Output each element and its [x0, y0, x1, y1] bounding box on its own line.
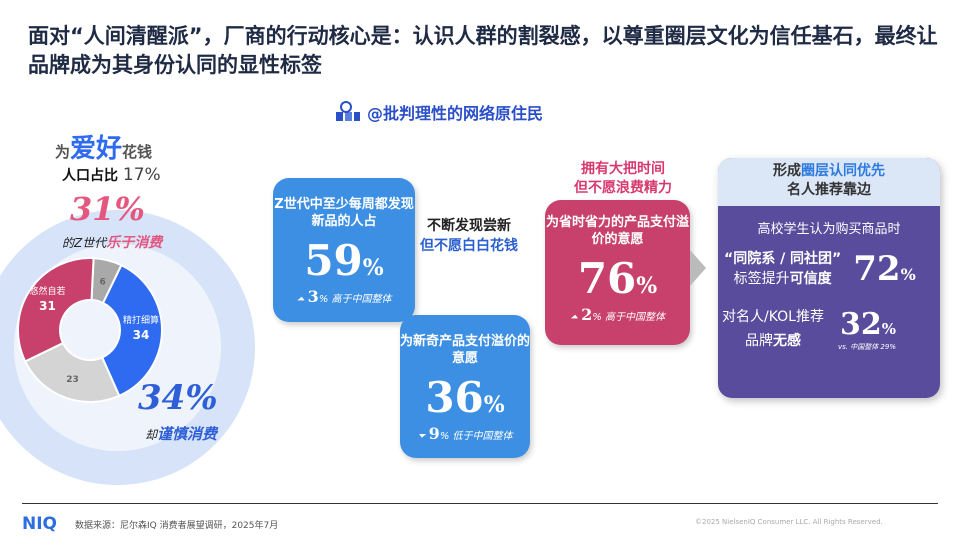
- stat-card-time-saving: 为省时省力的产品支付溢价的意愿 76% ⏶ 2% 高于中国整体: [545, 200, 690, 345]
- stat-kol: 对名人/KOL推荐 品牌无感 32% vs. 中国整体 29%: [722, 306, 896, 351]
- card-delta: ⏶ 2% 高于中国整体: [569, 305, 666, 324]
- population-share: 人口占比 17%: [62, 165, 161, 185]
- arrow-right-icon: [690, 250, 706, 286]
- donut-chart: 6 34 精打细算 23 31 悠然自若: [17, 257, 163, 403]
- pct-cautious-spending: 34%: [138, 378, 218, 418]
- donut-value-label: 6: [100, 278, 106, 288]
- footer-divider: [22, 503, 938, 504]
- middle-caption: 不断发现尝新 但不愿白白花钱: [420, 218, 518, 254]
- card-value: 36%: [425, 373, 505, 422]
- stat-card-new-products: Z世代中至少每周都发现新品的人占 59% ⏶ 3% 高于中国整体: [273, 178, 415, 322]
- card-heading: 为新奇产品支付溢价的意愿: [400, 334, 531, 366]
- persona-heading: @批判理性的网络原住民: [335, 100, 543, 124]
- copyright: ©2025 NielsenIQ Consumer LLC. All Rights…: [695, 518, 883, 526]
- donut-segment-label: 悠然自若: [29, 285, 65, 297]
- label-cautious-spending: 却谨慎消费: [145, 425, 218, 443]
- donut-value-label: 34: [133, 328, 150, 342]
- pct-enjoy-spending: 31%: [70, 190, 145, 228]
- niq-logo: NIQ: [22, 514, 58, 534]
- donut-value-label: 23: [66, 375, 79, 385]
- down-arrow-icon: ⏷: [417, 431, 426, 442]
- data-source: 数据来源：尼尔森IQ 消费者展望调研，2025年7月: [75, 521, 279, 531]
- persona-label: @批判理性的网络原住民: [367, 104, 544, 123]
- people-group-icon: [336, 101, 360, 121]
- card-value: 76%: [577, 254, 658, 303]
- donut-value-label: 31: [39, 299, 56, 313]
- card-value: 59%: [304, 236, 384, 285]
- card-header: 形成圈层认同优先 名人推荐靠边: [718, 158, 940, 206]
- hobby-heading: 为爱好花钱: [55, 134, 153, 164]
- page-title: 面对“人间清醒派”，厂商的行动核心是：认识人群的割裂感，以尊重圈层文化为信任基石…: [28, 24, 938, 77]
- card-delta: ⏷ 9% 低于中国整体: [417, 424, 513, 443]
- circle-identity-card: 形成圈层认同优先 名人推荐靠边 高校学生认为购买商品时 “同院系 / 同社团” 标签…: [718, 158, 940, 398]
- stat-same-circle: “同院系 / 同社团” 标签提升可信度 72%: [724, 249, 916, 289]
- donut-segment: [100, 263, 163, 398]
- intro-text: 高校学生认为购买商品时: [757, 222, 901, 237]
- stat-card-novel-premium: 为新奇产品支付溢价的意愿 36% ⏷ 9% 低于中国整体: [400, 315, 530, 458]
- up-arrow-icon: ⏶: [569, 312, 578, 323]
- pink-heading: 拥有大把时间 但不愿浪费精力: [574, 161, 672, 196]
- card-heading: Z世代中至少每周都发现新品的人占: [274, 197, 414, 229]
- donut-segment: [23, 341, 121, 403]
- up-arrow-icon: ⏶: [296, 294, 305, 305]
- label-enjoy-spending: 的Z世代乐于消费: [62, 235, 163, 251]
- card-heading: 为省时省力的产品支付溢价的意愿: [545, 215, 689, 247]
- donut-segment: [17, 257, 95, 363]
- card-delta: ⏶ 3% 高于中国整体: [296, 287, 392, 306]
- donut-segment-label: 精打细算: [123, 314, 159, 326]
